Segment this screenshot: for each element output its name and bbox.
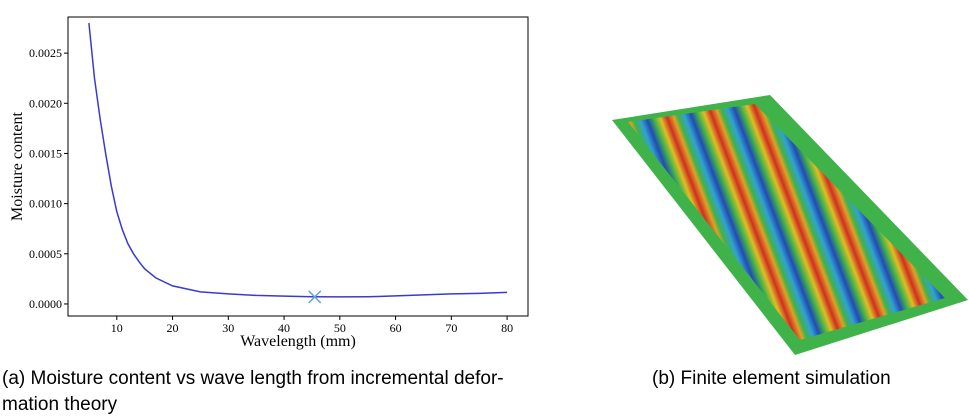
- y-tick-label: 0.0025: [29, 46, 62, 60]
- y-axis-label: Moisture content: [9, 112, 26, 221]
- x-tick-label: 60: [390, 321, 402, 335]
- x-tick-label: 40: [278, 321, 290, 335]
- x-tick-label: 50: [334, 321, 346, 335]
- y-tick-label: 0.0015: [29, 146, 62, 160]
- x-axis-label: Wavelength (mm): [240, 333, 356, 350]
- data-line: [88, 22, 508, 298]
- y-tick-label: 0.0020: [29, 96, 62, 110]
- marker-stroke: [308, 290, 322, 304]
- y-tick-label: 0.0010: [29, 197, 62, 211]
- minimum-marker: [308, 290, 322, 304]
- caption-a: mation theory: [2, 394, 118, 415]
- x-tick-label: 20: [167, 321, 179, 335]
- simulation-render: [612, 95, 968, 355]
- plot-frame: [67, 16, 529, 317]
- x-tick-label: 10: [111, 321, 123, 335]
- caption-a: (a) Moisture content vs wave length from…: [2, 368, 504, 389]
- caption-b: (b) Finite element simulation: [652, 368, 891, 389]
- line-chart: 0.0000 0.0005 0.0010 0.0015 0.0020 0.0025 10 20…: [9, 16, 529, 350]
- x-tick-label: 70: [445, 321, 457, 335]
- x-tick-label: 80: [501, 321, 513, 335]
- x-tick-label: 30: [222, 321, 234, 335]
- y-tick-label: 0.0005: [29, 247, 62, 261]
- y-tick-label: 0.0000: [29, 297, 62, 311]
